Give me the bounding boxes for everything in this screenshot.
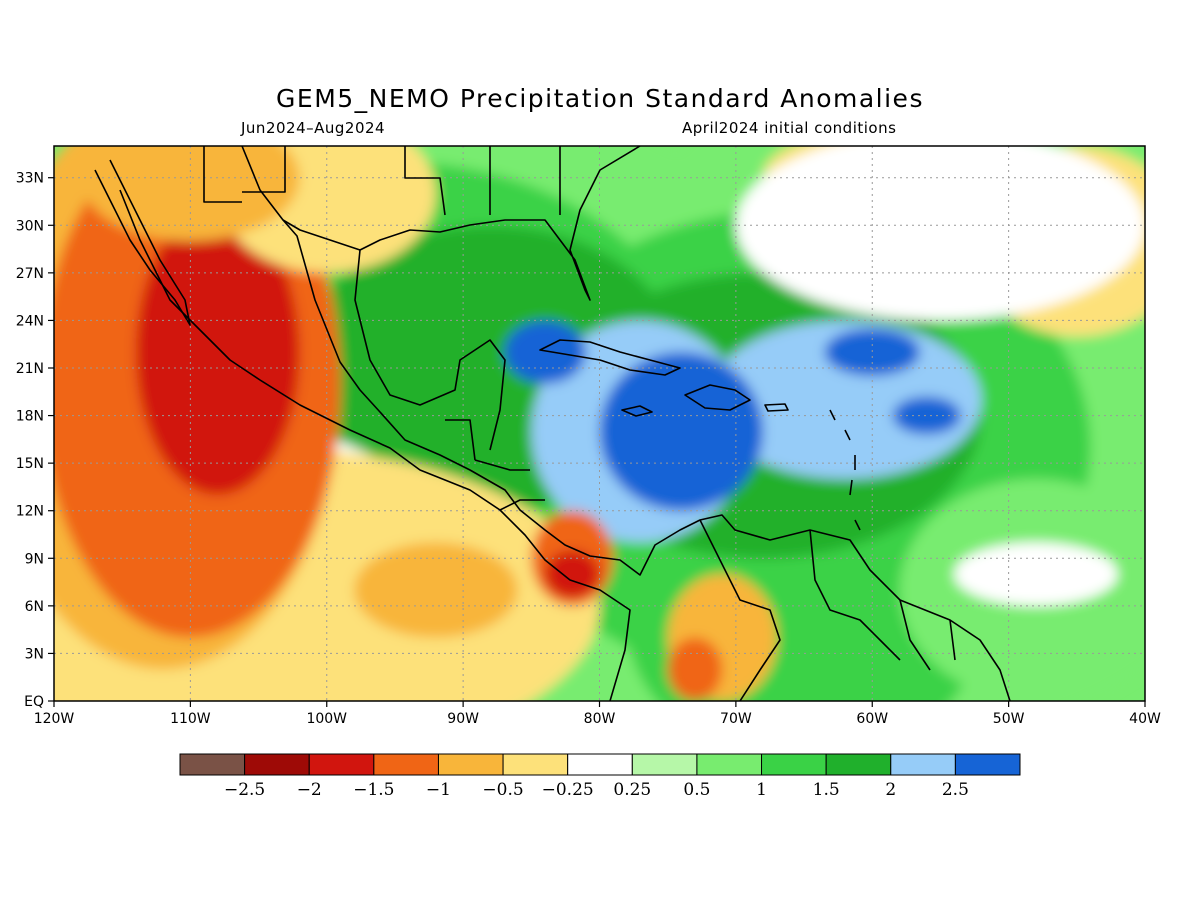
- lon-tick-label: 70W: [720, 711, 752, 727]
- colorbar-swatch: [954, 753, 1021, 776]
- lon-tick-label: 40W: [1129, 711, 1161, 727]
- colorbar-label: 1: [756, 780, 767, 800]
- borders-central-america: [445, 419, 545, 511]
- colorbar-swatch: [179, 753, 246, 776]
- coastlines: [94, 146, 1011, 701]
- colorbar-swatch: [631, 753, 698, 776]
- colorbar: −2.5 −2 −1.5 −1 −0.5 −0.25 0.25 0.5 1 1.5 2 2.5: [179, 753, 1021, 800]
- colorbar-swatch: [244, 753, 310, 776]
- anomaly-region: [544, 550, 600, 598]
- colorbar-swatch: [890, 753, 956, 776]
- lat-tick-label: 30N: [16, 218, 44, 234]
- colorbar-label: 0.5: [683, 780, 710, 800]
- coastline-pacific-mexico: [119, 189, 631, 701]
- forecast-period: Jun2024–Aug2024: [241, 119, 386, 137]
- island-cuba: [539, 339, 681, 376]
- lat-tick-label: 9N: [25, 551, 44, 567]
- island-lesser-antilles: [829, 409, 861, 531]
- plot-area: [54, 146, 1145, 701]
- anomaly-region: [599, 352, 764, 511]
- anomaly-region: [504, 320, 586, 384]
- island-puerto-rico: [764, 403, 789, 412]
- lat-tick-label: 12N: [16, 504, 44, 520]
- island-jamaica: [621, 405, 653, 417]
- lat-tick-label: 27N: [16, 266, 44, 282]
- gridlines: [54, 146, 1145, 701]
- lat-tick-label: 33N: [16, 171, 44, 187]
- colorbar-swatch: [373, 753, 439, 776]
- lat-tick-label: 6N: [25, 599, 44, 615]
- lat-tick-label: 24N: [16, 313, 44, 329]
- lon-tick-label: 50W: [993, 711, 1025, 727]
- colorbar-swatch: [308, 753, 375, 776]
- lon-tick-label: 120W: [34, 711, 75, 727]
- anomaly-region: [735, 146, 1145, 321]
- colorbar-label: −2: [297, 780, 322, 800]
- colorbar-swatch: [567, 753, 633, 776]
- island-hispaniola: [684, 384, 751, 411]
- lat-tick-label: 3N: [25, 646, 44, 662]
- colorbar-swatch: [502, 753, 569, 776]
- anomaly-region: [892, 396, 961, 435]
- latitude-axis: EQ 3N 6N 9N 12N 15N 18N 21N 24N 27N 30N 33N: [16, 171, 54, 710]
- coastline-yucatan: [354, 249, 506, 451]
- colorbar-label: −1.5: [353, 780, 394, 800]
- colorbar-swatch: [761, 753, 827, 776]
- lat-tick-label: EQ: [24, 694, 44, 710]
- colorbar-label: 2.5: [942, 780, 969, 800]
- initial-conditions-label: April2024 initial conditions: [682, 119, 897, 137]
- colorbar-label: 2: [885, 780, 896, 800]
- lon-tick-label: 110W: [170, 711, 211, 727]
- lat-tick-label: 15N: [16, 456, 44, 472]
- anomaly-region: [135, 209, 300, 495]
- colorbar-swatch: [437, 753, 504, 776]
- borders-us: [203, 146, 561, 216]
- coastline-gulf: [282, 146, 641, 301]
- coastline-mainland: [241, 146, 1011, 701]
- colorbar-label: −2.5: [224, 780, 265, 800]
- lat-tick-label: 18N: [16, 409, 44, 425]
- anomaly-region: [824, 328, 920, 376]
- longitude-axis: 120W 110W 100W 90W 80W 70W 60W 50W 40W: [34, 701, 1161, 727]
- borders-south-america: [699, 519, 956, 701]
- lon-tick-label: 100W: [306, 711, 347, 727]
- anomaly-region: [954, 542, 1118, 606]
- lat-tick-label: 21N: [16, 361, 44, 377]
- anomaly-region: [667, 637, 723, 701]
- lon-tick-label: 90W: [447, 711, 479, 727]
- coastline-baja: [94, 159, 191, 326]
- colorbar-label: 1.5: [813, 780, 840, 800]
- lon-tick-label: 80W: [584, 711, 616, 727]
- lon-tick-label: 60W: [856, 711, 888, 727]
- anomaly-region: [354, 542, 518, 638]
- colorbar-label: −0.25: [542, 780, 594, 800]
- anomaly-region: [81, 146, 300, 242]
- map-title: GEM5_NEMO Precipitation Standard Anomali…: [276, 84, 924, 113]
- anomaly-regions: [54, 146, 1145, 701]
- colorbar-label: −0.5: [482, 780, 523, 800]
- colorbar-swatch: [696, 753, 763, 776]
- colorbar-swatch: [825, 753, 892, 776]
- colorbar-label: −1: [426, 780, 451, 800]
- colorbar-label: 0.25: [613, 780, 651, 800]
